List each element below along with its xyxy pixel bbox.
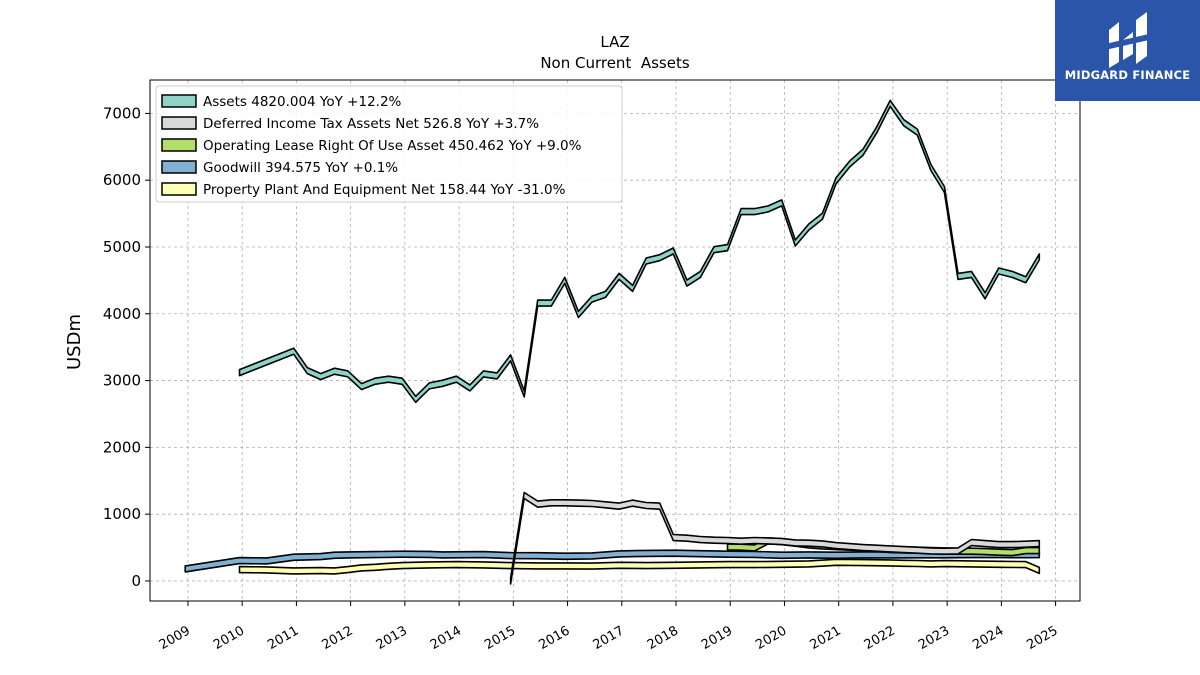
x-tick-label: 2011 — [265, 623, 301, 653]
legend-entry: Property Plant And Equipment Net 158.44 … — [203, 182, 566, 198]
y-tick-label: 6000 — [103, 171, 141, 189]
series-band-deferred-income-tax-assets-net — [509, 491, 1041, 585]
logo-mark-icon — [1105, 12, 1149, 68]
x-tick-label: 2018 — [645, 623, 681, 653]
y-tick-label: 3000 — [103, 372, 141, 390]
x-tick-label: 2020 — [753, 623, 789, 653]
legend-swatch — [161, 160, 197, 174]
midgard-finance-logo: MIDGARD FINANCE — [1055, 0, 1200, 101]
legend-swatch — [161, 94, 197, 108]
logo-text: MIDGARD FINANCE — [1064, 68, 1191, 82]
chart-title: LAZ — [600, 33, 629, 51]
x-tick-label: 2019 — [699, 623, 735, 653]
legend-swatch — [161, 182, 197, 196]
x-tick-label: 2013 — [374, 623, 410, 653]
chart-subtitle: Non Current Assets — [540, 54, 690, 72]
legend-swatch — [161, 138, 197, 152]
y-axis-label: USDm — [64, 314, 85, 370]
x-tick-label: 2015 — [482, 623, 518, 653]
series-band-assets — [238, 99, 1041, 404]
x-tick-label: 2009 — [157, 623, 193, 653]
y-tick-label: 5000 — [103, 238, 141, 256]
x-tick-label: 2017 — [591, 623, 627, 653]
series-band-property-plant-and-equipment-net — [238, 558, 1041, 575]
x-tick-label: 2010 — [211, 623, 247, 653]
legend-entry: Operating Lease Right Of Use Asset 450.4… — [203, 138, 582, 154]
x-tick-label: 2021 — [808, 623, 844, 653]
x-tick-label: 2023 — [916, 623, 952, 653]
legend-entry: Deferred Income Tax Assets Net 526.8 YoY… — [203, 116, 539, 132]
y-tick-label: 7000 — [103, 104, 141, 122]
x-tick-label: 2024 — [970, 623, 1006, 653]
y-tick-label: 2000 — [103, 438, 141, 456]
x-tick-label: 2014 — [428, 623, 464, 653]
x-tick-label: 2025 — [1024, 623, 1060, 653]
x-tick-label: 2012 — [319, 623, 355, 653]
x-tick-label: 2022 — [862, 623, 898, 653]
plot-frame — [149, 79, 1081, 602]
y-tick-label: 1000 — [103, 505, 141, 523]
legend-entry: Goodwill 394.575 YoY +0.1% — [203, 160, 398, 176]
legend-frame — [155, 85, 623, 203]
y-tick-label: 0 — [131, 572, 141, 590]
legend-swatch — [161, 116, 197, 130]
y-tick-label: 4000 — [103, 305, 141, 323]
x-tick-label: 2016 — [536, 623, 572, 653]
legend: Assets 4820.004 YoY +12.2% Deferred Incom… — [155, 85, 623, 203]
series-areas — [184, 99, 1041, 585]
legend-entry: Assets 4820.004 YoY +12.2% — [203, 94, 402, 110]
series-band-goodwill — [184, 549, 1041, 573]
